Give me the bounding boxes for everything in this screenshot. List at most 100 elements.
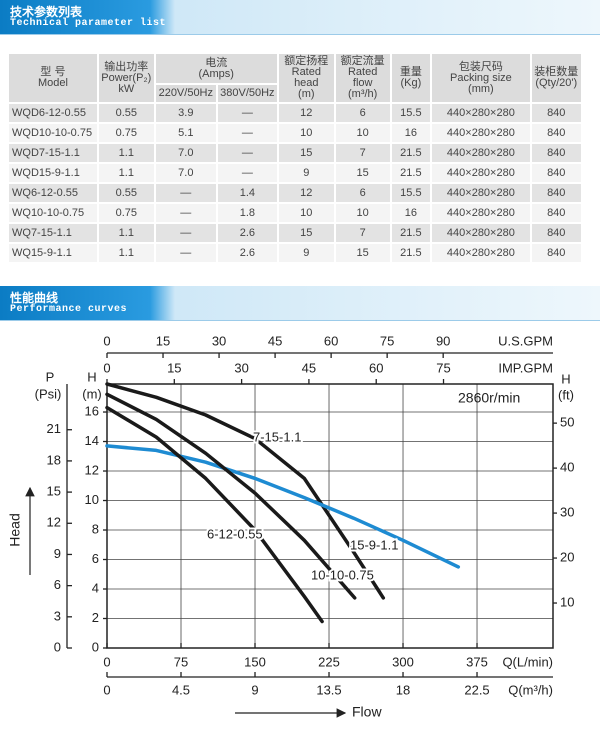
table-cell: 0.55: [98, 104, 154, 122]
y-tick-label: 15: [47, 484, 61, 499]
table-cell: 21.5: [391, 144, 431, 162]
y-tick-label: 4: [92, 580, 99, 595]
table-cell: 840: [531, 124, 581, 142]
x-tick-label: 22.5: [464, 682, 489, 697]
header-text: 额定扬程: [284, 55, 329, 67]
section-title: 性能曲线: [10, 291, 59, 305]
header-text: 电流: [205, 56, 228, 69]
table-cell: WQD10-10-0.75: [9, 124, 97, 142]
table-cell: 21.5: [391, 164, 431, 182]
table-row: WQ6-12-0.55 0.55—1.4 12 6 15.5 440×280×280 840: [9, 184, 581, 202]
y-tick-label: 3: [54, 608, 61, 623]
x-tick-label: 0: [103, 333, 110, 348]
table-row: WQ15-9-1.1 1.1—2.6 9 15 21.5 440×280×280 840: [9, 244, 581, 262]
header-cell: 电流 (Amps): [155, 54, 277, 84]
x-tick-label: 15: [167, 360, 181, 375]
x-tick-label: 30: [234, 360, 248, 375]
table-cell: 15: [278, 144, 334, 162]
x-tick-label: 90: [436, 333, 450, 348]
x-tick-label: 30: [212, 333, 226, 348]
x-tick-label: 15: [156, 333, 170, 348]
table-cell: 9: [278, 244, 334, 262]
y-tick-label: 2: [92, 610, 99, 625]
x-tick-label: 75: [380, 333, 394, 348]
axis-label: Q(L/min): [502, 654, 553, 669]
y-tick-label: 12: [85, 462, 99, 477]
subheader-cell: 220V/50Hz: [155, 85, 216, 102]
x-tick-label: 45: [268, 333, 282, 348]
section-banner: 性能曲线 Performance curves: [0, 286, 600, 321]
table-cell: 2.6: [217, 224, 277, 242]
table-cell: 440×280×280: [432, 184, 530, 202]
table-row: WQ10-10-0.75 0.75—1.8 10 10 16 440×280×280 840: [9, 204, 581, 222]
axis-unit: (Psi): [35, 386, 62, 401]
table-cell: 10: [335, 124, 390, 142]
table-cell: 7: [335, 224, 390, 242]
table-row: WQD15-9-1.1 1.1 7.0—9 15 21.5 440×280×280 840: [9, 164, 581, 182]
table-cell: 9: [278, 164, 334, 182]
table-cell: 6: [335, 184, 390, 202]
axis-label: H: [561, 371, 570, 386]
table-cell: WQD7-15-1.1: [9, 144, 97, 162]
table-cell: WQD6-12-0.55: [9, 104, 97, 122]
section-banner: 技术参数列表 Technical parameter list: [0, 0, 600, 35]
x-tick-label: 75: [174, 654, 188, 669]
curve: [105, 444, 461, 569]
table-cell: 10: [335, 204, 390, 222]
curve-label: 10-10-0.75: [311, 567, 374, 582]
x-tick-label: 0: [103, 360, 110, 375]
table-cell: 12: [278, 104, 334, 122]
x-tick-label: 150: [244, 654, 266, 669]
table-cell: 440×280×280: [432, 244, 530, 262]
table-cell: 7.0: [155, 144, 216, 162]
header-text: kW: [118, 82, 135, 95]
table-cell: 1.1: [98, 244, 154, 262]
y2-tick-label: 10: [560, 594, 574, 609]
axis-label: Q(m³/h): [508, 682, 553, 697]
table-cell: —: [155, 244, 216, 262]
header-text: 装柜数量: [534, 66, 579, 78]
x-tick-label: 0: [103, 654, 110, 669]
curve-label: 7-15-1.1: [253, 429, 301, 444]
y-tick-label: 12: [47, 515, 61, 530]
table-cell: 16: [391, 204, 431, 222]
table-cell: 1.8: [217, 204, 277, 222]
y-tick-label: 0: [92, 639, 99, 654]
annotation: 2860r/min: [458, 390, 520, 406]
table-cell: 840: [531, 164, 581, 182]
table-cell: 15.5: [391, 104, 431, 122]
header-text: 输出功率: [104, 60, 149, 73]
y-tick-label: 6: [54, 577, 61, 592]
header-text: (m): [298, 88, 315, 100]
header-cell: 额定流量 Rated flow (m³/h): [335, 54, 390, 102]
header-text: Rated head: [291, 66, 321, 89]
x-tick-label: 225: [318, 654, 340, 669]
curve: [105, 405, 324, 624]
header-text: 型 号: [40, 66, 66, 78]
header-text: (Amps): [198, 67, 234, 80]
table-cell: 7: [335, 144, 390, 162]
table-cell: 840: [531, 224, 581, 242]
table-cell: 440×280×280: [432, 204, 530, 222]
x-tick-label: 45: [302, 360, 316, 375]
table-cell: —: [217, 164, 277, 182]
table-cell: 1.1: [98, 164, 154, 182]
table-cell: 3.9: [155, 104, 216, 122]
table-cell: 440×280×280: [432, 104, 530, 122]
table-cell: WQ10-10-0.75: [9, 204, 97, 222]
table-cell: WQ15-9-1.1: [9, 244, 97, 262]
y2-tick-label: 30: [560, 505, 574, 520]
table-cell: 15: [278, 224, 334, 242]
x-tick-label: 9: [251, 682, 258, 697]
table-cell: —: [217, 124, 277, 142]
table-cell: 440×280×280: [432, 144, 530, 162]
table-cell: 840: [531, 244, 581, 262]
table-cell: 21.5: [391, 224, 431, 242]
table-cell: —: [155, 204, 216, 222]
table-cell: 5.1: [155, 124, 216, 142]
chart: 0246810121416H(m)036912151821P(Psi)10203…: [7, 333, 575, 719]
table-cell: 2.6: [217, 244, 277, 262]
table-row: WQD10-10-0.75 0.75 5.1—10 10 16 440×280×280 84…: [9, 124, 581, 142]
table-cell: 15: [335, 244, 390, 262]
